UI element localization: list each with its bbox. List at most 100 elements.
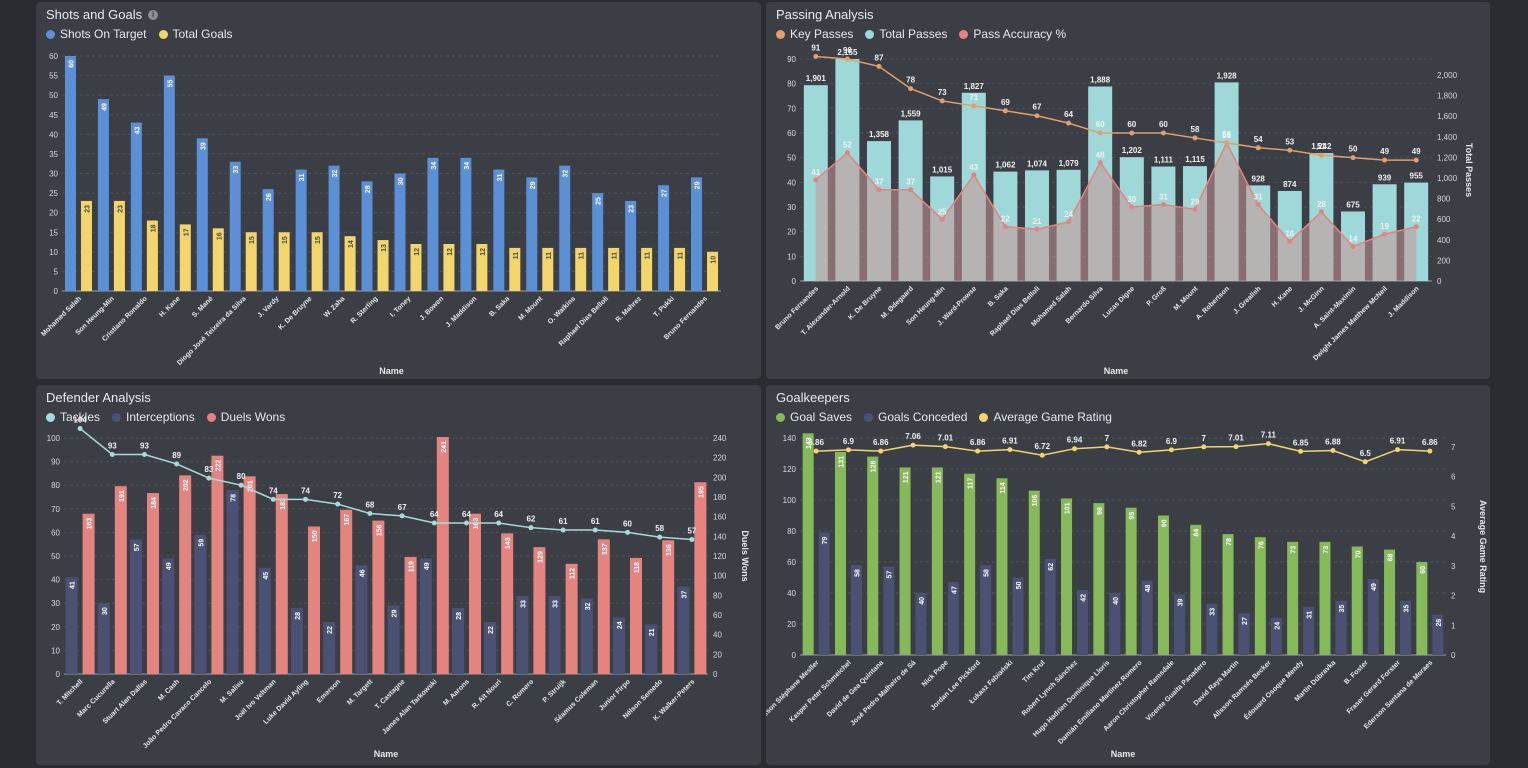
series-line bbox=[79, 427, 692, 541]
bar bbox=[802, 433, 814, 655]
data-label: 1,111 bbox=[1154, 156, 1174, 165]
data-label: 6.91 bbox=[1002, 437, 1018, 446]
legend-key-passes[interactable]: Key Passes bbox=[776, 27, 853, 41]
x-tick-label: S. Mané bbox=[191, 295, 215, 319]
y-tick-label: 50 bbox=[49, 91, 58, 100]
data-label: 24 bbox=[1274, 622, 1281, 630]
data-label: 24 bbox=[617, 621, 624, 629]
legend-shots-on-target[interactable]: Shots On Target bbox=[46, 27, 147, 41]
bar bbox=[452, 607, 464, 674]
passing-title: Passing Analysis bbox=[776, 7, 874, 22]
data-label: 6.94 bbox=[1067, 436, 1083, 445]
data-label: 58 bbox=[854, 569, 861, 577]
legend-total-passes[interactable]: Total Passes bbox=[865, 27, 947, 41]
bar bbox=[196, 138, 208, 291]
legend-label: Goal Saves bbox=[790, 410, 853, 424]
x-tick-label: O. Watkins bbox=[547, 295, 577, 325]
bar bbox=[97, 603, 110, 674]
bar bbox=[1270, 617, 1282, 655]
data-point bbox=[1287, 147, 1293, 153]
info-icon[interactable]: i bbox=[148, 9, 159, 20]
data-point bbox=[142, 452, 147, 458]
bar bbox=[526, 177, 538, 291]
legend-duels-wons[interactable]: Duels Wons bbox=[206, 410, 285, 424]
legend-goals-conceded[interactable]: Goals Conceded bbox=[864, 410, 967, 424]
data-label: 30 bbox=[398, 177, 405, 185]
x-tick-label: J. Vardy bbox=[257, 295, 281, 319]
y2-tick-label: 4 bbox=[1451, 532, 1456, 541]
bar bbox=[394, 173, 406, 291]
legend-dot bbox=[865, 29, 875, 39]
data-label: 31 bbox=[1159, 193, 1168, 202]
data-point bbox=[367, 511, 373, 517]
y2-tick-label: 1,400 bbox=[1437, 133, 1458, 142]
bar bbox=[82, 513, 95, 674]
area-fill bbox=[815, 142, 1417, 281]
bar bbox=[1012, 577, 1024, 655]
y2-tick-label: 1 bbox=[1451, 621, 1456, 630]
data-label: 27 bbox=[662, 189, 669, 197]
data-label: 60 bbox=[68, 60, 75, 68]
x-tick-label: H. Kane bbox=[1271, 285, 1294, 308]
data-label: 80 bbox=[237, 472, 246, 481]
y-tick-label: 30 bbox=[787, 203, 796, 212]
x-tick-label: José Pedro Malheiro de Sá bbox=[850, 659, 918, 727]
legend-total-goals[interactable]: Total Goals bbox=[158, 27, 233, 41]
bar bbox=[179, 224, 191, 291]
data-point bbox=[1192, 206, 1198, 212]
legend-pass-accuracy[interactable]: Pass Accuracy % bbox=[959, 27, 1066, 41]
bar bbox=[625, 200, 637, 291]
bar bbox=[245, 232, 257, 291]
x-tick-label: Nick Pope bbox=[921, 659, 950, 688]
bar bbox=[674, 247, 686, 291]
legend-label: Shots On Target bbox=[60, 27, 147, 41]
data-label: 16 bbox=[216, 232, 223, 240]
data-label: 55 bbox=[167, 79, 174, 87]
x-tick-label: Alisson Ramsés Becker bbox=[1212, 659, 1273, 720]
legend-tackles[interactable]: Tackles bbox=[46, 410, 100, 424]
bar bbox=[80, 200, 92, 291]
data-label: 11 bbox=[645, 252, 652, 260]
bar bbox=[443, 244, 455, 291]
y2-tick-label: 800 bbox=[1437, 195, 1451, 204]
y2-tick-label: 200 bbox=[713, 473, 727, 482]
x-tick-label: Tim Krul bbox=[1022, 659, 1047, 684]
bar bbox=[212, 228, 224, 291]
y-tick-label: 30 bbox=[49, 170, 58, 179]
data-point bbox=[1104, 444, 1110, 450]
bar bbox=[404, 556, 417, 674]
y-tick-label: 40 bbox=[787, 589, 796, 598]
bar bbox=[542, 247, 554, 291]
data-point bbox=[1160, 202, 1166, 208]
data-point bbox=[1129, 204, 1135, 210]
legend-interceptions[interactable]: Interceptions bbox=[112, 410, 195, 424]
bar bbox=[1077, 589, 1089, 655]
y-tick-label: 60 bbox=[787, 129, 796, 138]
shots-goals-panel: Shots and Goals i Shots On Target Total … bbox=[36, 2, 761, 379]
bar bbox=[1416, 562, 1428, 655]
data-point bbox=[657, 534, 663, 540]
data-label: 241 bbox=[441, 441, 448, 453]
data-label: 40 bbox=[919, 597, 926, 605]
data-label: 6.9 bbox=[1166, 437, 1178, 446]
y2-tick-label: 120 bbox=[713, 552, 727, 561]
data-label: 64 bbox=[494, 510, 503, 519]
legend-goal-saves[interactable]: Goal Saves bbox=[776, 410, 852, 424]
legend-average-rating[interactable]: Average Game Rating bbox=[979, 410, 1112, 424]
x-tick-label: M. Mount bbox=[518, 295, 545, 322]
legend-dot bbox=[46, 29, 55, 39]
y-tick-label: 10 bbox=[51, 646, 60, 655]
bar bbox=[194, 534, 207, 674]
data-point bbox=[1413, 157, 1419, 163]
y2-tick-label: 40 bbox=[713, 631, 722, 640]
data-point bbox=[1382, 157, 1388, 163]
y2-tick-label: 60 bbox=[713, 611, 722, 620]
data-label: 106 bbox=[1032, 495, 1039, 507]
data-label: 18 bbox=[150, 224, 157, 232]
bar bbox=[1061, 498, 1073, 655]
y-tick-label: 0 bbox=[792, 277, 797, 286]
data-label: 14 bbox=[1349, 234, 1358, 243]
bar bbox=[645, 624, 658, 674]
shots-goals-title: Shots and Goals i bbox=[46, 7, 159, 22]
data-label: 37 bbox=[906, 178, 915, 187]
